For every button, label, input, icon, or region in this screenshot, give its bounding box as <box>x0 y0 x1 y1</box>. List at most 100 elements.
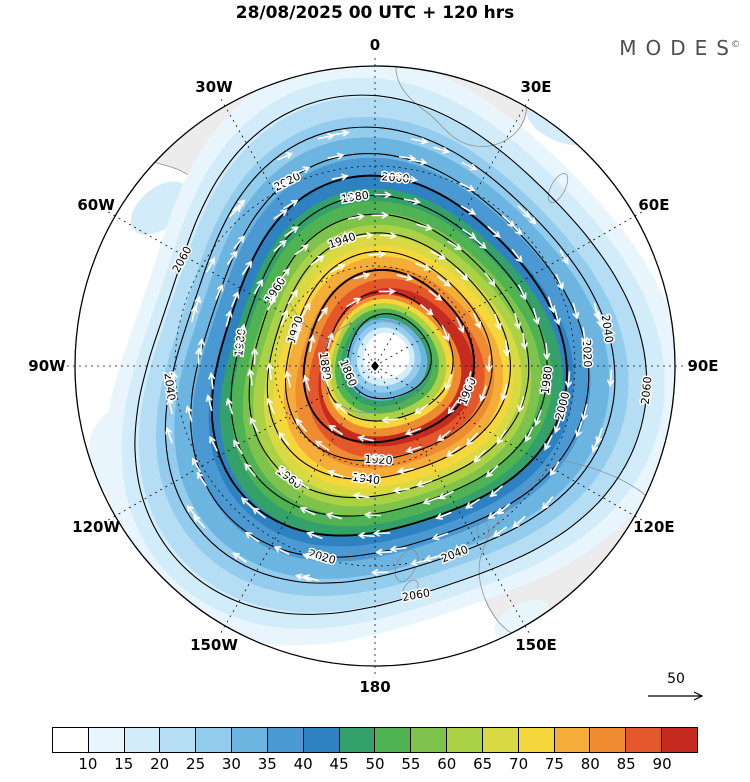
wind-arrow <box>409 559 427 566</box>
lon-label-120W: 120W <box>72 518 120 536</box>
wind-arrow <box>278 268 290 282</box>
wind-arrow <box>273 239 287 252</box>
wind-arrow <box>512 516 526 528</box>
wind-arrow <box>327 469 344 478</box>
wind-arrow <box>378 288 396 295</box>
wind-arrow <box>357 435 375 442</box>
wind-arrow <box>347 213 366 221</box>
longitude-labels: 0 30E 60E 90E 120E 150E 180 150W 120W 90W 60W 30W <box>28 36 718 696</box>
modes-logo-mark: © <box>731 40 740 50</box>
colorbar-cell <box>554 728 591 752</box>
wind-arrow <box>370 569 389 576</box>
wind-arrow <box>400 176 418 183</box>
colorbar <box>52 727 698 753</box>
wind-arrow <box>544 434 553 451</box>
latitude-circle <box>174 165 576 567</box>
colorbar-tick: 80 <box>580 755 600 773</box>
wind-arrow <box>294 244 309 255</box>
wind-arrow <box>496 429 507 445</box>
height-contours <box>134 94 648 615</box>
contour-2060 <box>134 94 648 615</box>
wind-arrow <box>294 323 302 341</box>
wind-arrow <box>194 295 202 313</box>
wind-arrow <box>325 512 343 520</box>
wind-arrow <box>433 146 450 154</box>
colorbar-tick: 60 <box>437 755 457 773</box>
contour-2040 <box>164 126 616 584</box>
wind-arrow <box>479 385 487 402</box>
wind-arrow <box>352 492 370 500</box>
wind-arrow <box>455 268 469 281</box>
wind-arrow <box>435 511 452 520</box>
wind-arrow <box>302 374 311 392</box>
contour-label: 2020 <box>580 339 594 367</box>
wind-arrow <box>511 249 523 264</box>
wind-arrow <box>273 209 288 220</box>
meridian-line <box>374 365 532 637</box>
colorbar-cell <box>53 728 89 752</box>
lon-label-60E: 60E <box>638 196 669 214</box>
wind-arrow <box>459 182 476 192</box>
wind-arrow <box>227 250 238 265</box>
wind-arrow <box>375 548 393 556</box>
wind-arrow <box>371 211 389 219</box>
wind-arrows <box>165 129 614 582</box>
colorbar-cell <box>88 728 125 752</box>
wind-arrow <box>275 180 291 189</box>
wind-arrow <box>196 471 207 487</box>
wind-arrow <box>372 529 391 537</box>
lon-label-60W: 60W <box>77 196 115 214</box>
wind-arrow <box>514 312 521 330</box>
latitude-circle <box>274 265 476 467</box>
wind-arrow <box>170 370 178 389</box>
modes-logo: MODES© <box>619 36 740 60</box>
wind-arrow <box>301 302 311 318</box>
colorbar-tick: 90 <box>652 755 672 773</box>
contour-label: 1980 <box>539 365 555 394</box>
wind-arrow <box>239 323 247 341</box>
colorbar-cell <box>303 728 340 752</box>
lon-label-150E: 150E <box>515 636 557 654</box>
wind-arrow <box>541 496 554 510</box>
meridian-line <box>104 365 376 523</box>
wind-arrow <box>437 275 452 287</box>
wind-arrow <box>233 235 246 249</box>
wind-arrow <box>414 403 429 415</box>
wind-arrow <box>428 289 443 301</box>
lon-label-180: 180 <box>359 678 390 696</box>
colorbar-tick-labels: 10 15 20 25 30 35 40 45 50 55 60 65 70 75 80 85 90 <box>52 755 698 777</box>
colorbar-cell <box>482 728 519 752</box>
wind-arrow <box>415 262 432 271</box>
wind-arrow <box>456 317 465 334</box>
colorbar-tick: 70 <box>509 755 529 773</box>
madagascar-coast <box>547 173 569 203</box>
wind-arrow <box>284 370 292 388</box>
graticule <box>63 54 687 678</box>
contour-label: 1880 <box>317 351 334 381</box>
colorbar-cell <box>518 728 555 752</box>
lon-label-30W: 30W <box>195 78 233 96</box>
wind-arrow <box>461 162 478 171</box>
wind-arrow <box>353 272 371 280</box>
wind-arrow <box>581 327 588 345</box>
wind-arrow <box>370 453 388 461</box>
wind-arrow <box>165 426 173 444</box>
wind-arrow <box>299 507 316 516</box>
wind-arrow <box>278 431 290 446</box>
wind-arrow <box>294 166 311 175</box>
colorbar-tick: 85 <box>616 755 636 773</box>
coastline-antarctica <box>320 319 432 414</box>
contour-label: 1920 <box>364 453 393 467</box>
wind-arrow <box>553 417 562 434</box>
wind-arrow <box>266 397 275 414</box>
wind-arrow <box>396 274 414 281</box>
wind-arrow <box>521 332 528 351</box>
wind-arrow <box>444 374 453 391</box>
colorbar-tick: 25 <box>186 755 206 773</box>
wind-arrow <box>215 283 224 300</box>
wind-arrow <box>445 446 460 458</box>
lon-label-120E: 120E <box>633 518 675 536</box>
colorbar-tick: 20 <box>150 755 170 773</box>
colorbar-cell <box>124 728 161 752</box>
wind-arrow <box>549 461 560 477</box>
